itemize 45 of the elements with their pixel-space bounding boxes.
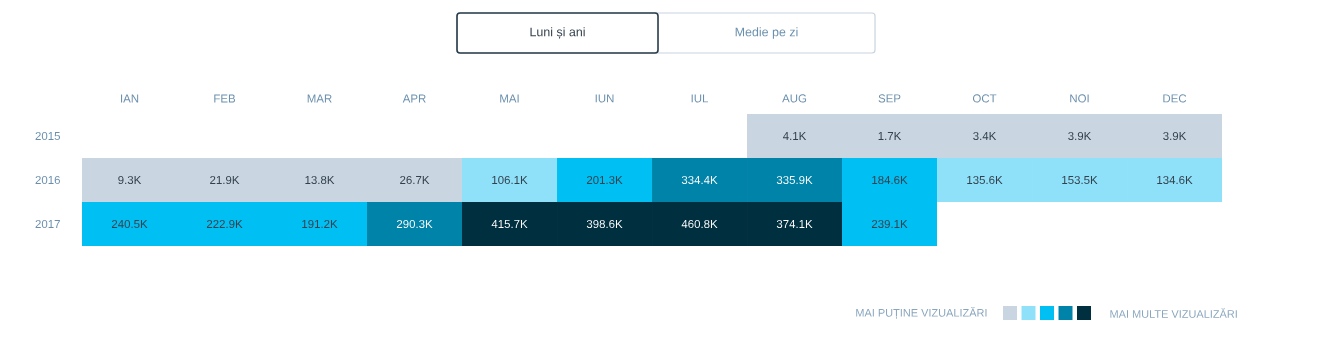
y-tick-label: 2017 [35,219,60,229]
x-tick-label: SEP [878,94,901,103]
data-label: 1.7K [878,132,902,140]
data-label: 335.9K [776,175,813,185]
x-tick-label: DEC [1163,94,1187,103]
data-label: 26.7K [400,175,430,185]
data-label: 398.6K [586,219,623,229]
data-label: 290.3K [396,219,433,229]
text: MAI PUȚINE VIZUALIZĂRI [856,307,987,319]
data-label: 13.8K [305,175,335,185]
text: Medie pe zi [735,27,798,39]
x-tick-label: FEB [214,94,236,103]
x-tick-label: MAI [500,94,519,103]
data-label: 153.5K [1062,175,1098,185]
data-label: 191.2K [302,219,338,229]
data-label: 134.6K [1157,175,1193,185]
data-label: 240.5K [111,219,148,229]
data-label: 460.8K [681,219,718,229]
data-label: 334.4K [681,175,718,185]
data-label: 3.9K [1068,131,1092,141]
x-tick-label: OCT [972,94,997,103]
data-label: 3.4K [973,131,997,141]
data-label: 201.3K [586,175,623,185]
data-label: 415.7K [491,220,528,228]
x-tick-label: NOI [1070,94,1089,103]
data-label: 9.3K [118,175,142,185]
data-label: 374.1K [776,219,813,229]
data-label: 135.6K [967,175,1003,185]
text: MAI MULTE VIZUALIZĂRI [1110,308,1237,318]
data-label: 239.1K [871,219,908,229]
data-label: 4.1K [782,132,807,140]
data-label: 3.9K [1163,131,1187,141]
x-tick-label: AUG [782,94,807,103]
x-tick-label: IUN [595,94,614,103]
data-label: 222.9K [206,219,243,229]
x-tick-label: APR [402,94,426,103]
x-tick-label: MAR [307,94,332,103]
text: Luni și ani [530,27,585,39]
y-tick-label: 2015 [35,131,60,141]
data-label: 21.9K [210,175,240,185]
x-tick-label: IAN [121,94,139,103]
x-tick-label: IUL [691,94,709,103]
data-label: 106.1K [492,175,528,185]
y-tick-label: 2016 [35,175,60,185]
data-label: 184.6K [872,175,908,185]
